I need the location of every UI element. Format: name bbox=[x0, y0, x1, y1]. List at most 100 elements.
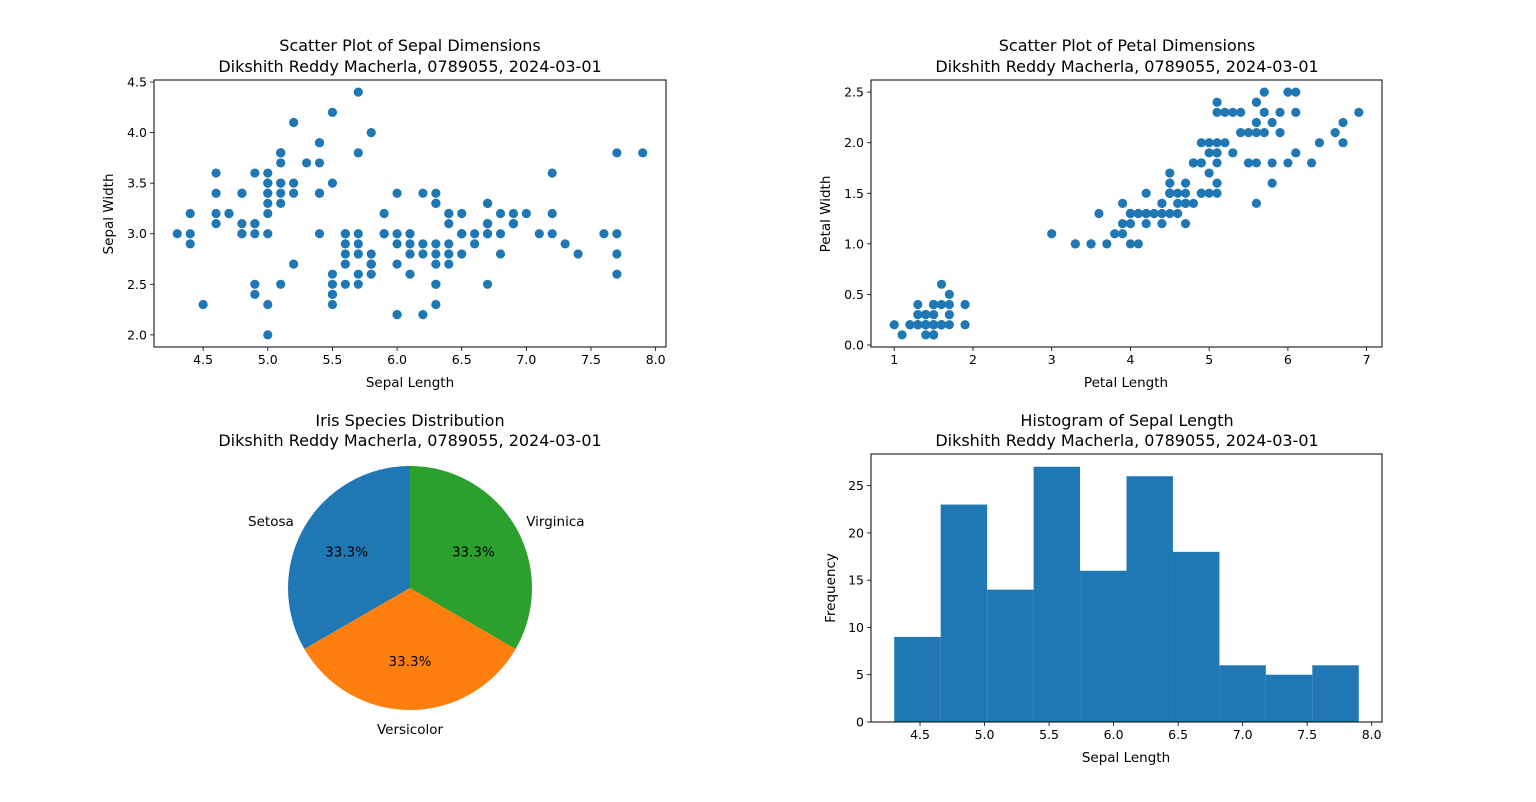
species-pie-slices bbox=[288, 466, 532, 710]
petal-scatter-y-tick-label: 2.5 bbox=[844, 85, 864, 100]
sepal-scatter-point bbox=[211, 168, 221, 178]
sepal-scatter-point bbox=[495, 229, 506, 239]
sepal-scatter-point bbox=[508, 219, 519, 229]
petal-scatter-point bbox=[1259, 87, 1269, 97]
sepal-scatter-point bbox=[353, 87, 363, 97]
sepal-scatter-point bbox=[327, 178, 338, 188]
petal-scatter-point bbox=[1212, 97, 1222, 107]
petal-scatter-y-tick-label: 0.5 bbox=[844, 287, 864, 302]
petal-scatter-point bbox=[1212, 188, 1222, 198]
petal-scatter-point bbox=[1173, 188, 1183, 198]
sepal-scatter-point bbox=[314, 229, 325, 239]
sepal-hist-y-tick-label: 10 bbox=[848, 620, 864, 635]
petal-scatter-point bbox=[1220, 138, 1230, 148]
petal-scatter-point bbox=[1204, 168, 1214, 178]
petal-scatter-axes-frame bbox=[870, 79, 1383, 348]
sepal-scatter-point bbox=[431, 259, 441, 269]
sepal-scatter-point bbox=[405, 229, 415, 239]
petal-scatter-x-axis-label: Petal Length bbox=[1084, 375, 1168, 391]
petal-scatter-point bbox=[1204, 188, 1214, 198]
sepal-hist-bar bbox=[987, 589, 1034, 722]
petal-scatter-point bbox=[1173, 198, 1183, 208]
petal-scatter-point bbox=[1291, 148, 1301, 158]
sepal-scatter-x-tick-label: 5.5 bbox=[322, 352, 342, 367]
sepal-scatter-point bbox=[482, 279, 493, 289]
sepal-scatter-point bbox=[327, 107, 338, 117]
petal-scatter-x-tick-label: 6 bbox=[1284, 352, 1292, 367]
petal-scatter-point bbox=[1259, 127, 1269, 138]
sepal-scatter-point bbox=[263, 208, 273, 219]
sepal-hist-x-tick-label: 6.0 bbox=[1104, 727, 1124, 742]
sepal-hist-bar bbox=[1080, 570, 1127, 722]
sepal-scatter-point bbox=[340, 249, 350, 259]
petal-scatter-point bbox=[889, 320, 899, 330]
petal-scatter-point bbox=[1180, 188, 1191, 198]
sepal-scatter-x-tick-label: 6.0 bbox=[387, 352, 407, 367]
sepal-hist-x-tick-label: 6.5 bbox=[1168, 727, 1188, 742]
petal-scatter-point bbox=[1251, 97, 1262, 107]
sepal-scatter-point bbox=[405, 249, 415, 259]
petal-scatter-point bbox=[1165, 178, 1175, 188]
petal-scatter-point bbox=[1180, 178, 1191, 188]
sepal-scatter-point bbox=[366, 249, 376, 259]
sepal-hist-y-tick-label: 20 bbox=[848, 525, 864, 540]
sepal-hist-x-tick-label: 5.0 bbox=[975, 727, 995, 742]
sepal-scatter-point bbox=[250, 279, 260, 289]
sepal-scatter-point bbox=[314, 188, 325, 198]
sepal-scatter-x-axis-label: Sepal Length bbox=[366, 375, 454, 391]
petal-scatter-point bbox=[936, 279, 947, 289]
sepal-scatter-point bbox=[276, 188, 286, 198]
sepal-hist-title-line-1: Histogram of Sepal Length bbox=[1020, 411, 1233, 430]
sepal-scatter-point bbox=[289, 178, 299, 188]
sepal-scatter-point bbox=[547, 168, 557, 178]
sepal-hist-title-line-2: Dikshith Reddy Macherla, 0789055, 2024-0… bbox=[935, 431, 1318, 450]
petal-scatter-point bbox=[1338, 117, 1348, 128]
sepal-scatter-point bbox=[250, 168, 260, 178]
petal-scatter-point bbox=[913, 299, 923, 310]
sepal-scatter-point bbox=[276, 148, 286, 158]
petal-scatter-point bbox=[1188, 198, 1199, 208]
sepal-scatter-point bbox=[185, 229, 195, 239]
sepal-scatter-x-tick-label: 7.5 bbox=[581, 352, 601, 367]
petal-scatter-point bbox=[921, 320, 931, 330]
petal-scatter-point bbox=[928, 320, 939, 330]
petal-scatter-point bbox=[1110, 229, 1120, 239]
species-pie-labels: Setosa 33.3% Versicolor 33.3% Virginica 33.3% bbox=[248, 514, 585, 738]
sepal-scatter-point bbox=[405, 239, 415, 249]
petal-scatter-point bbox=[928, 310, 939, 320]
sepal-scatter-point bbox=[431, 249, 441, 259]
sepal-scatter-title-line-1: Scatter Plot of Sepal Dimensions bbox=[279, 36, 540, 55]
petal-scatter-point bbox=[1204, 148, 1214, 158]
petal-scatter-x-tick-label: 4 bbox=[1126, 352, 1134, 367]
petal-scatter-point bbox=[1188, 158, 1199, 168]
petal-scatter-y-axis-label: Petal Width bbox=[818, 176, 834, 253]
petal-scatter-point bbox=[1251, 158, 1262, 168]
sepal-scatter-point bbox=[547, 208, 557, 219]
sepal-scatter-y-tick-label: 3.5 bbox=[127, 176, 147, 191]
petal-scatter-point bbox=[1314, 138, 1325, 148]
petal-scatter-point bbox=[1291, 107, 1301, 117]
sepal-hist-x-tick-label: 8.0 bbox=[1362, 727, 1382, 742]
sepal-scatter-point bbox=[172, 229, 182, 239]
sepal-scatter-point bbox=[457, 208, 467, 219]
petal-scatter-point bbox=[1125, 208, 1136, 219]
sepal-hist-bar bbox=[894, 636, 941, 722]
sepal-hist-y-axis-label: Frequency bbox=[823, 553, 839, 623]
petal-scatter-point bbox=[1173, 208, 1183, 219]
sepal-scatter-point bbox=[327, 279, 338, 289]
sepal-scatter-point bbox=[612, 229, 622, 239]
sepal-hist-y-ticks: 0 5 10 15 20 25 bbox=[848, 478, 871, 730]
sepal-scatter-point bbox=[405, 269, 415, 279]
sepal-scatter-point bbox=[340, 259, 350, 269]
pie-percent-virginica: 33.3% bbox=[452, 544, 495, 560]
petal-scatter-point bbox=[1220, 107, 1230, 117]
species-pie-title-line-1: Iris Species Distribution bbox=[315, 411, 504, 430]
petal-scatter-point bbox=[1306, 158, 1317, 168]
petal-scatter-x-tick-label: 3 bbox=[1048, 352, 1056, 367]
sepal-scatter-point bbox=[457, 249, 467, 259]
petal-scatter-point bbox=[1236, 127, 1246, 138]
petal-scatter-point bbox=[944, 320, 954, 330]
petal-scatter-point bbox=[1251, 117, 1262, 128]
sepal-scatter-point bbox=[198, 299, 208, 310]
